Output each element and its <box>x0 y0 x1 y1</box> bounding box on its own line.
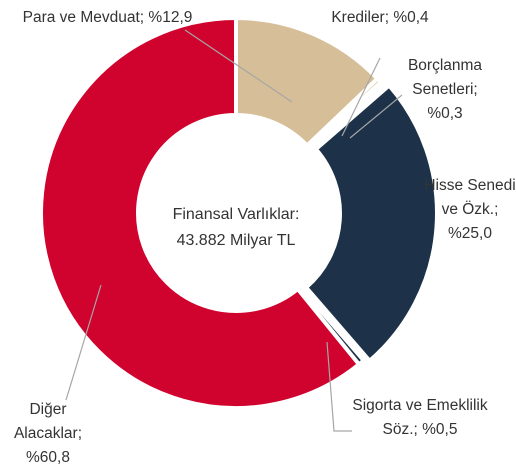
slice-label: Diğer Alacaklar; %60,8 <box>0 398 96 470</box>
value-label: %25,0 <box>448 225 492 242</box>
value-label: %0,4 <box>393 9 429 26</box>
slice-label: Borçlanma Senetleri; %0,3 <box>400 54 490 126</box>
center-label: Finansal Varlıklar: 43.882 Milyar TL <box>136 202 336 254</box>
value-label: %12,9 <box>148 9 193 26</box>
leader-line <box>326 341 352 432</box>
category-label: Sigorta ve Emeklilik Söz.; <box>352 397 488 438</box>
slice <box>305 79 387 152</box>
slice-label: Krediler; %0,4 <box>330 6 430 30</box>
leader-line <box>65 284 102 401</box>
center-line: 43.882 Milyar TL <box>176 232 296 249</box>
slices <box>39 15 439 410</box>
slice-label: Para ve Mevduat; %12,9 <box>20 6 195 30</box>
leader-line <box>341 57 381 137</box>
slice <box>303 82 439 364</box>
category-label: Borçlanma Senetleri; <box>407 57 483 98</box>
slice-label: Sigorta ve Emeklilik Söz.; %0,5 <box>350 394 490 442</box>
category-label: Hisse Senedi ve Özk.; <box>424 177 516 218</box>
center-line: Finansal Varlıklar: <box>172 206 300 223</box>
category-label: Krediler; <box>331 9 390 26</box>
category-label: Diğer Alacaklar; <box>13 401 83 442</box>
slice-label: Hisse Senedi ve Özk.; %25,0 <box>420 174 516 246</box>
leader-line <box>184 29 293 103</box>
category-label: Para ve Mevduat; <box>22 9 145 26</box>
leader-line <box>349 94 403 139</box>
value-label: %60,8 <box>26 449 70 466</box>
slice <box>39 15 362 410</box>
value-label: %0,3 <box>427 105 463 122</box>
value-label: %0,5 <box>422 421 458 438</box>
